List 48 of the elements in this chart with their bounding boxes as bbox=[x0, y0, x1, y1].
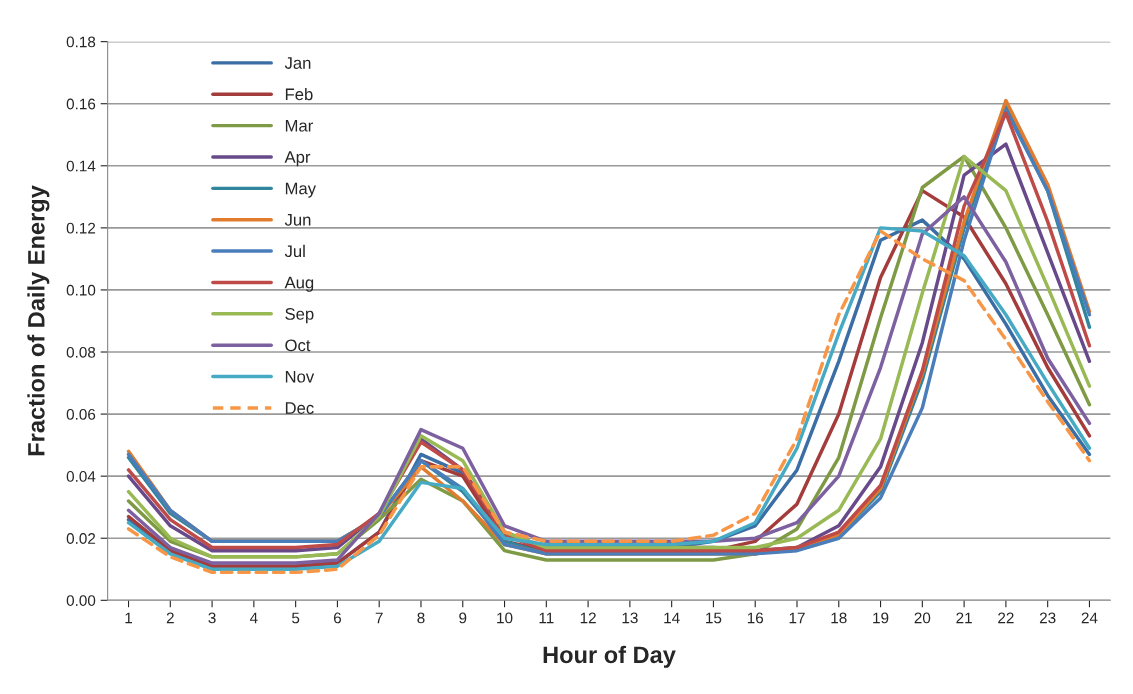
x-tick-label: 6 bbox=[333, 612, 341, 624]
y-tick-label: 0.06 bbox=[66, 408, 96, 420]
y-tick-label: 0.04 bbox=[66, 471, 96, 482]
legend-label: Jan bbox=[284, 57, 311, 69]
legend-label: Jul bbox=[284, 244, 305, 258]
x-tick-label: 11 bbox=[539, 612, 554, 624]
legend-label: May bbox=[285, 182, 316, 198]
x-tick-label: 14 bbox=[664, 612, 680, 624]
y-tick-label: 0.08 bbox=[66, 346, 96, 358]
x-tick-label: 15 bbox=[706, 612, 722, 624]
x-tick-label: 4 bbox=[249, 612, 258, 624]
y-tick-label: 0.16 bbox=[66, 98, 96, 110]
x-tick-label: 18 bbox=[831, 612, 847, 624]
legend-label: Aug bbox=[284, 276, 314, 292]
x-tick-label: 19 bbox=[873, 612, 889, 624]
x-tick-label: 16 bbox=[747, 612, 764, 624]
y-tick-label: 0.00 bbox=[66, 595, 96, 606]
x-axis-title: Hour of Day bbox=[543, 645, 676, 668]
y-tick-label: 0.10 bbox=[66, 284, 96, 296]
legend-label: Feb bbox=[285, 88, 313, 101]
y-tick-label: 0.12 bbox=[66, 222, 96, 234]
x-tick-label: 24 bbox=[1081, 612, 1098, 624]
y-axis-title: Fraction of Daily Energy bbox=[27, 185, 50, 456]
legend-label: Mar bbox=[285, 119, 313, 132]
x-tick-label: 10 bbox=[497, 612, 513, 624]
x-tick-label: 23 bbox=[1039, 612, 1056, 624]
x-tick-label: 17 bbox=[789, 612, 805, 624]
x-tick-label: 5 bbox=[292, 612, 300, 624]
x-tick-label: 21 bbox=[956, 612, 972, 624]
legend-label: Apr bbox=[284, 151, 311, 167]
legend-label: Jun bbox=[284, 214, 311, 226]
y-tick-label: 0.18 bbox=[66, 36, 96, 48]
y-tick-label: 0.14 bbox=[66, 160, 96, 172]
legend-label: Sep bbox=[285, 308, 314, 324]
legend-label: Oct bbox=[285, 339, 311, 352]
legend-label: Nov bbox=[285, 370, 315, 383]
x-tick-label: 12 bbox=[580, 612, 596, 624]
x-tick-label: 20 bbox=[914, 612, 931, 624]
x-tick-label: 7 bbox=[375, 612, 383, 624]
x-tick-label: 13 bbox=[622, 612, 638, 624]
legend-label: Dec bbox=[285, 402, 314, 414]
x-tick-label: 9 bbox=[459, 612, 467, 624]
y-tick-label: 0.02 bbox=[66, 533, 96, 544]
x-tick-label: 1 bbox=[125, 612, 133, 624]
x-tick-label: 2 bbox=[166, 612, 174, 624]
x-tick-label: 22 bbox=[998, 612, 1014, 624]
x-tick-label: 8 bbox=[417, 612, 425, 624]
x-tick-label: 3 bbox=[208, 612, 216, 624]
